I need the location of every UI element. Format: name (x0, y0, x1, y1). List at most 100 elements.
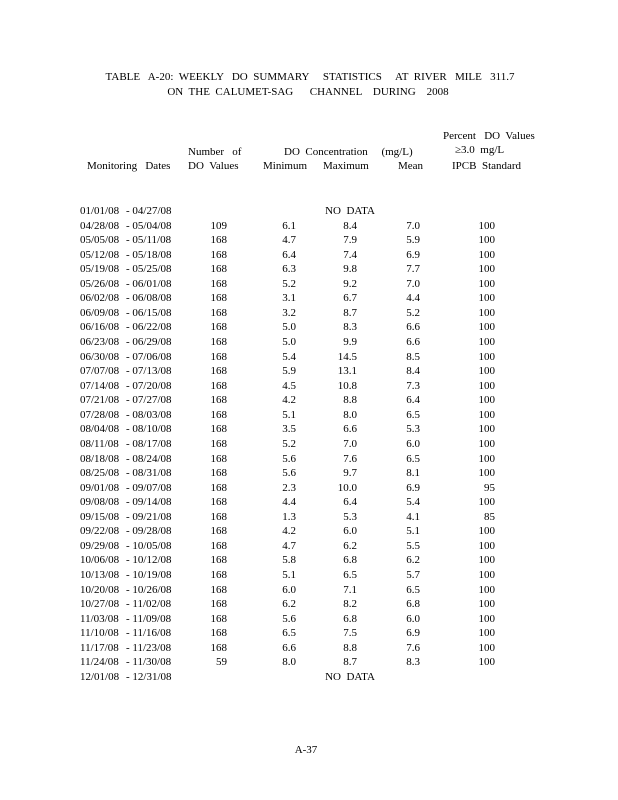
maximum: 6.5 (343, 569, 357, 581)
maximum: 7.1 (343, 583, 357, 596)
mean: 6.9 (406, 248, 420, 261)
mean: 6.8 (406, 598, 420, 611)
mean: 5.5 (406, 539, 420, 552)
table-row: 09/01/08 - 09/07/08 168 2.3 10.0 6.9 95 (0, 482, 618, 496)
date-end: - 05/18/08 (126, 248, 172, 261)
do-value-count: 168 (210, 394, 228, 407)
date-start: 08/18/08 (80, 452, 120, 465)
date-end: - 07/06/08 (126, 350, 172, 363)
percent-compliance: 100 (478, 612, 496, 625)
date-start: 11/24/08 (80, 656, 119, 669)
do-value-count: 168 (210, 365, 228, 378)
page-number: A-37 (294, 744, 318, 756)
minimum: 1.3 (282, 510, 296, 523)
date-end: - 07/13/08 (126, 365, 172, 378)
date-start: 09/29/08 (80, 539, 120, 552)
date-start: 09/22/08 (80, 525, 120, 538)
minimum: 5.1 (282, 408, 296, 421)
minimum: 6.1 (282, 219, 296, 232)
table-row: 04/28/08 - 05/04/08 109 6.1 8.4 7.0 100 (0, 220, 618, 234)
table-row: 09/08/08 - 09/14/08 168 4.4 6.4 5.4 100 (0, 496, 618, 510)
minimum: 4.7 (282, 234, 296, 247)
date-end: - 04/27/08 (126, 205, 172, 217)
mean: 6.5 (406, 408, 420, 421)
date-start: 10/27/08 (80, 598, 120, 611)
table-row: 08/25/08 - 08/31/08 168 5.6 9.7 8.1 100 (0, 467, 618, 481)
do-value-count: 168 (210, 525, 228, 538)
date-end: - 12/31/08 (126, 670, 172, 683)
maximum: 7.4 (343, 248, 357, 261)
date-start: 07/28/08 (80, 408, 120, 421)
header-ipcb-standard: IPCB Standard (452, 160, 522, 172)
do-value-count: 168 (210, 452, 228, 465)
percent-compliance: 100 (478, 452, 496, 465)
maximum: 9.2 (343, 277, 357, 290)
date-end: - 11/30/08 (126, 656, 172, 669)
minimum: 4.2 (282, 525, 296, 538)
mean: 7.6 (406, 641, 420, 654)
minimum: 8.0 (282, 656, 296, 669)
date-start: 12/01/08 (80, 670, 120, 683)
minimum: 5.8 (282, 554, 296, 567)
date-end: - 09/14/08 (126, 496, 172, 509)
date-start: 09/15/08 (80, 510, 120, 523)
date-end: - 09/28/08 (126, 525, 172, 538)
date-start: 06/09/08 (80, 306, 120, 319)
table-row: 07/28/08 - 08/03/08 168 5.1 8.0 6.5 100 (0, 409, 618, 423)
do-value-count: 168 (210, 539, 228, 552)
date-start: 05/05/08 (80, 234, 120, 247)
date-start: 08/25/08 (80, 467, 120, 480)
maximum: 6.8 (343, 554, 357, 567)
date-start: 04/28/08 (80, 219, 120, 232)
mean: 6.5 (406, 452, 420, 465)
table-title-line-1: TABLE A-20: WEEKLY DO SUMMARY STATISTICS… (105, 71, 515, 83)
do-value-count: 168 (210, 234, 228, 247)
percent-compliance: 100 (478, 277, 496, 290)
date-end: - 11/16/08 (126, 627, 172, 640)
do-value-count: 168 (210, 437, 228, 450)
no-data: NO DATA (325, 205, 375, 217)
minimum: 6.0 (282, 583, 296, 596)
percent-compliance: 100 (478, 408, 496, 421)
date-start: 10/06/08 (80, 554, 120, 567)
do-value-count: 168 (210, 612, 228, 625)
maximum: 8.3 (343, 321, 357, 334)
header-minimum: Minimum (263, 160, 308, 172)
maximum: 9.8 (343, 263, 357, 276)
maximum: 8.2 (343, 598, 357, 611)
minimum: 5.2 (282, 277, 296, 290)
do-value-count: 168 (210, 627, 228, 640)
minimum: 6.5 (282, 627, 296, 640)
maximum: 8.7 (343, 306, 357, 319)
percent-compliance: 100 (478, 539, 496, 552)
do-value-count: 168 (210, 248, 228, 261)
date-end: - 10/26/08 (126, 583, 172, 596)
minimum: 6.4 (282, 248, 296, 261)
do-value-count: 168 (210, 554, 228, 567)
maximum: 10.8 (337, 379, 357, 392)
date-start: 06/23/08 (80, 336, 120, 349)
table-row: 07/21/08 - 07/27/08 168 4.2 8.8 6.4 100 (0, 394, 618, 408)
maximum: 13.1 (337, 365, 357, 378)
table-row: 11/10/08 - 11/16/08 168 6.5 7.5 6.9 100 (0, 627, 618, 641)
date-start: 01/01/08 (80, 205, 120, 217)
do-value-count: 168 (210, 263, 228, 276)
do-value-count: 168 (210, 306, 228, 319)
maximum: 9.7 (343, 467, 357, 480)
table-row: 10/13/08 - 10/19/08 168 5.1 6.5 5.7 100 (0, 569, 618, 583)
percent-compliance: 100 (478, 656, 496, 669)
date-start: 05/12/08 (80, 248, 120, 261)
minimum: 5.6 (282, 467, 296, 480)
mean: 6.9 (406, 481, 420, 494)
mean: 5.3 (406, 423, 420, 436)
percent-compliance: 100 (478, 248, 496, 261)
header-percent: Percent DO Values (443, 130, 535, 142)
table-row: 09/22/08 - 09/28/08 168 4.2 6.0 5.1 100 (0, 525, 618, 539)
date-end: - 05/25/08 (126, 263, 172, 276)
no-data: NO DATA (325, 670, 375, 683)
mean: 6.0 (406, 437, 420, 450)
do-value-count: 168 (210, 569, 228, 581)
maximum: 8.0 (343, 408, 357, 421)
table-row: 05/12/08 - 05/18/08 168 6.4 7.4 6.9 100 (0, 249, 618, 263)
date-start: 05/26/08 (80, 277, 120, 290)
